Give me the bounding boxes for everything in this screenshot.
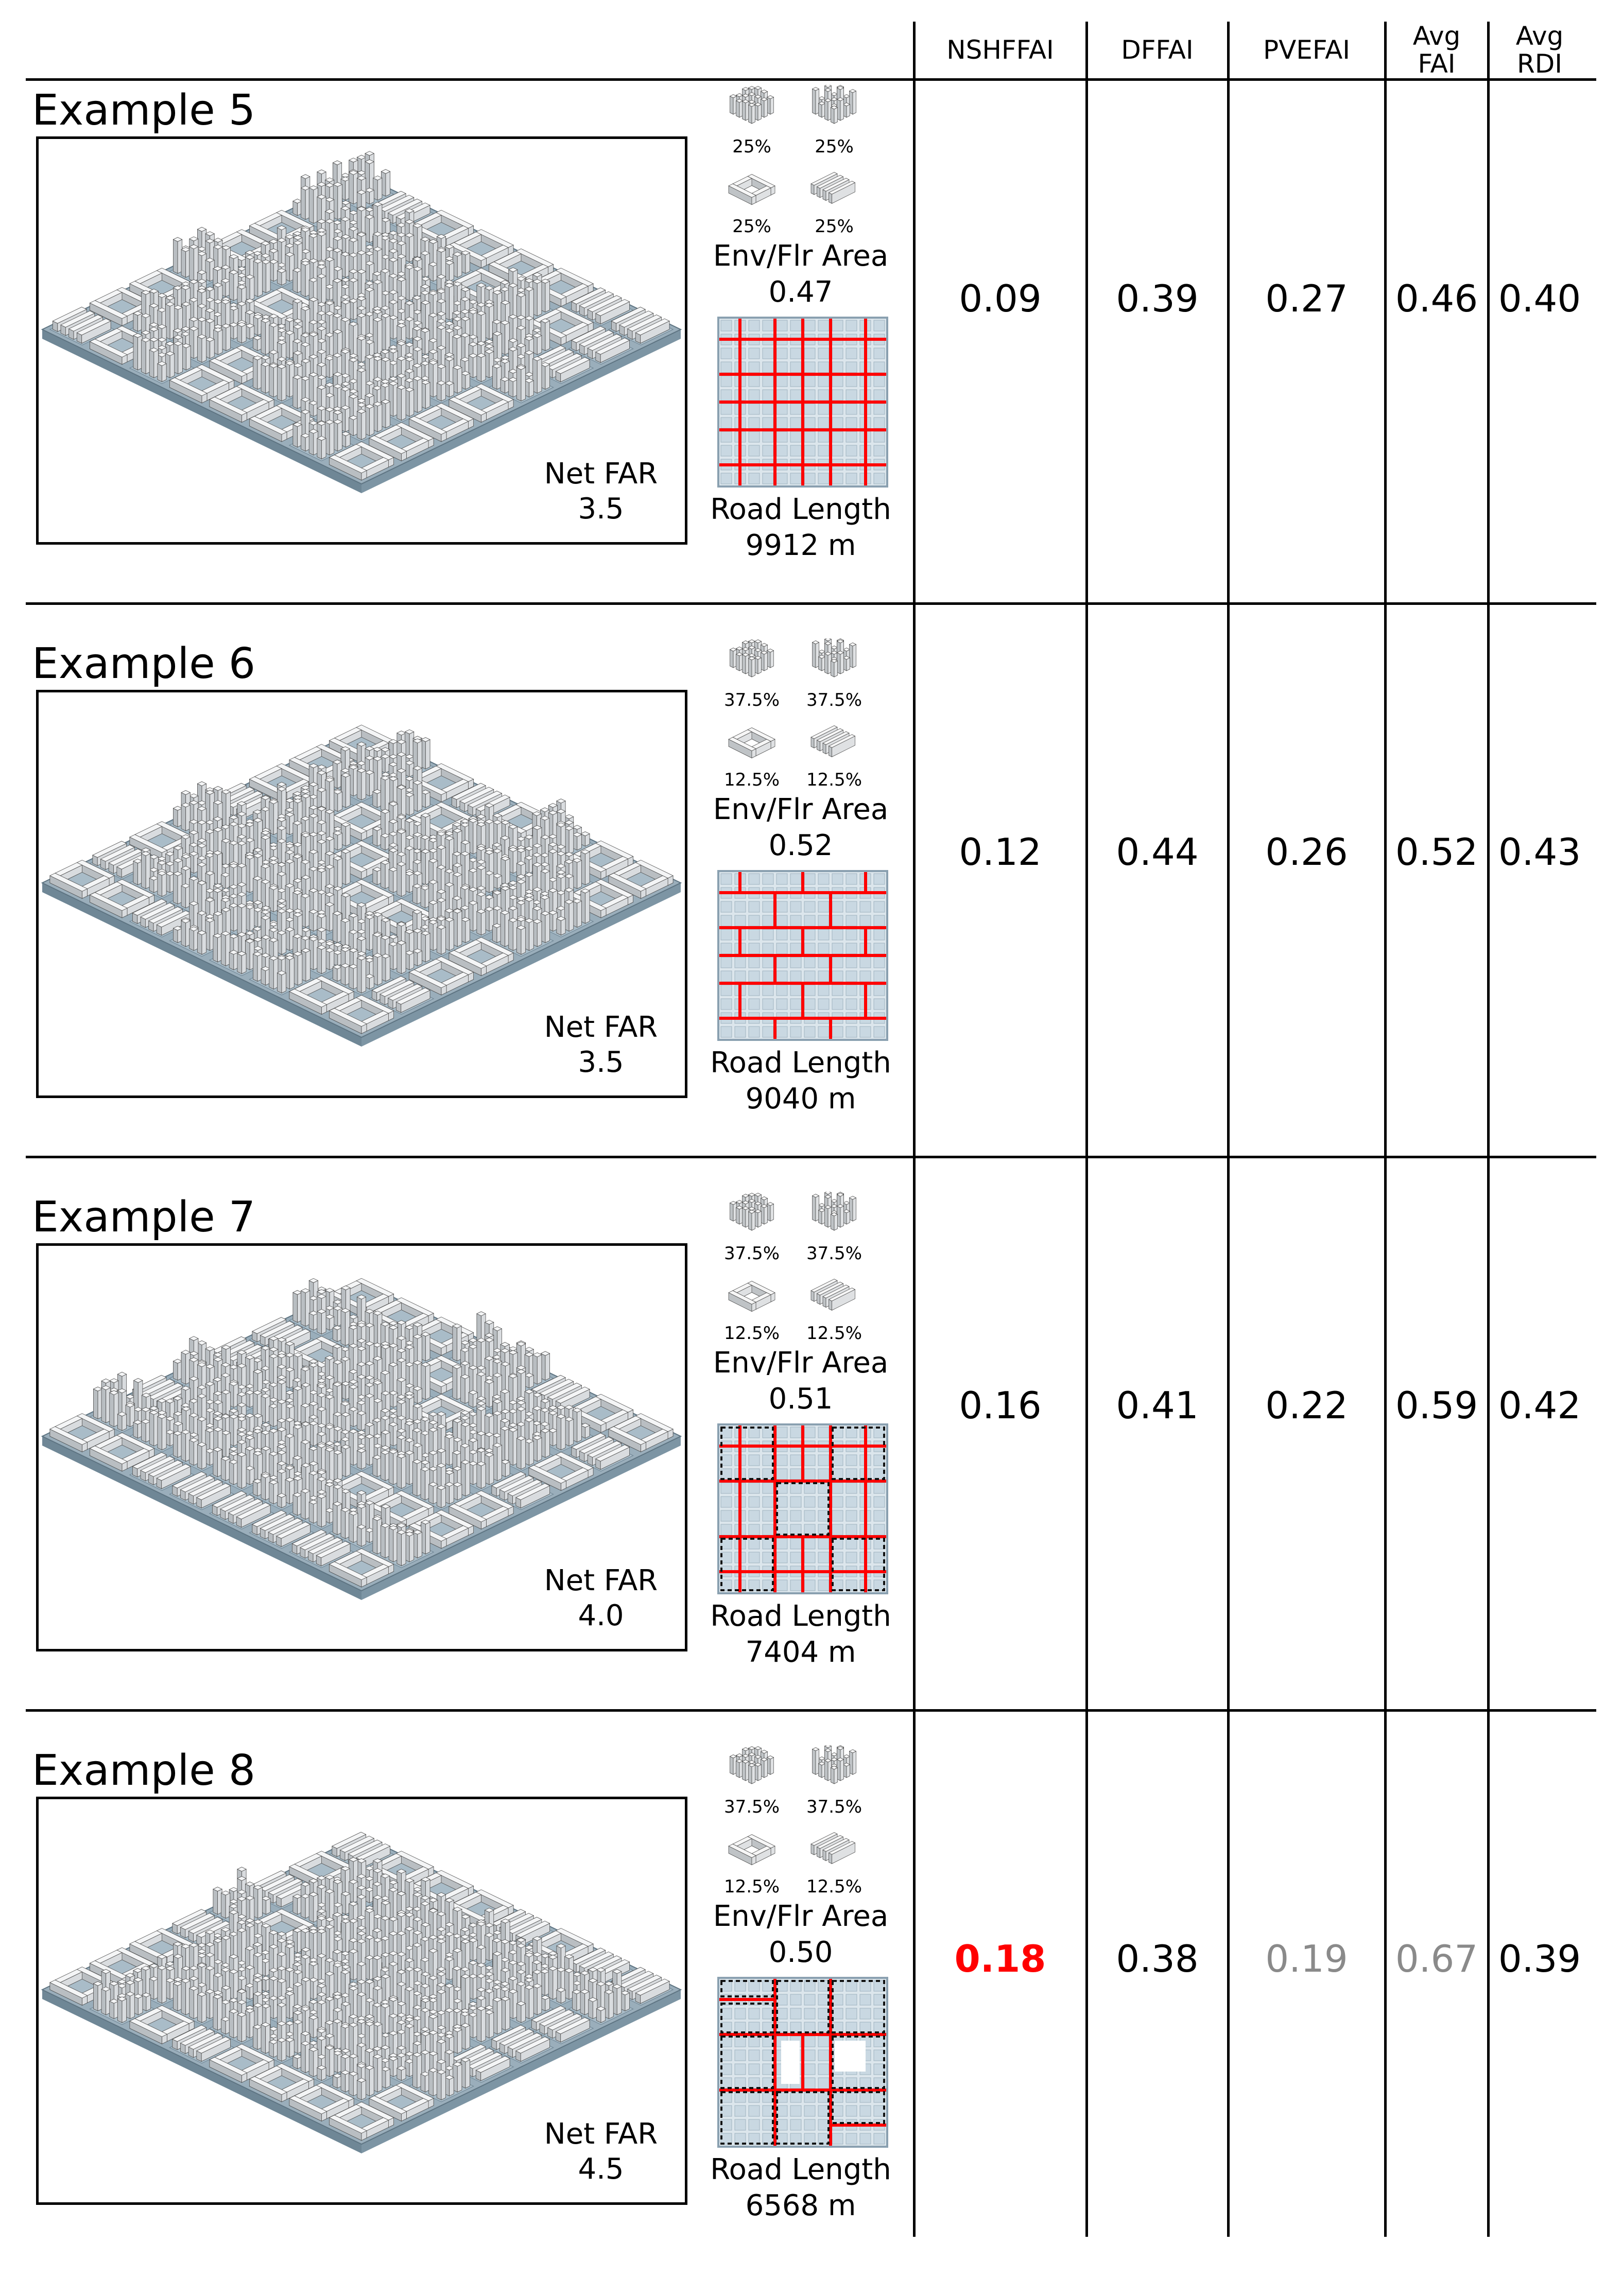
nshffai-value: 0.09 bbox=[914, 275, 1086, 322]
env-flr-area-value: 0.52 bbox=[698, 828, 904, 864]
net-far-label: Net FAR bbox=[531, 1563, 670, 1598]
dffai-value: 0.39 bbox=[1086, 275, 1228, 322]
header-nshffai-text: NSHFFAI bbox=[946, 36, 1054, 64]
avg-fai-value: 0.67 bbox=[1385, 1936, 1488, 1982]
example-title: Example 8 bbox=[32, 1745, 255, 1797]
nshffai-value: 0.12 bbox=[914, 829, 1086, 875]
road-network-map bbox=[717, 870, 888, 1041]
avg-rdi-value: 0.39 bbox=[1488, 1936, 1591, 1982]
avg-rdi-value: 0.40 bbox=[1488, 275, 1591, 322]
header-dffai-text: DFFAI bbox=[1121, 36, 1193, 64]
env-flr-area-value: 0.50 bbox=[698, 1935, 904, 1971]
header-avg-rdi-line2: RDI bbox=[1517, 50, 1562, 78]
road-network-image bbox=[719, 1425, 886, 1592]
avg-rdi-value: 0.43 bbox=[1488, 829, 1591, 875]
pvefai-value: 0.27 bbox=[1228, 275, 1385, 322]
avg-fai-value: 0.52 bbox=[1385, 829, 1488, 875]
header-avg-fai-line2: FAI bbox=[1418, 50, 1455, 78]
env-flr-area-label: Env/Flr Area bbox=[698, 1345, 904, 1381]
dffai-value: 0.44 bbox=[1086, 829, 1228, 875]
road-length-label: Road Length bbox=[698, 1045, 904, 1081]
row-divider bbox=[26, 78, 1596, 81]
net-far-label: Net FAR bbox=[531, 457, 670, 492]
header-avg-fai: Avg FAI bbox=[1385, 22, 1488, 78]
road-length-value: 7404 m bbox=[698, 1634, 904, 1671]
avg-fai-value: 0.59 bbox=[1385, 1382, 1488, 1429]
env-flr-area-value: 0.51 bbox=[698, 1381, 904, 1417]
env-flr-area-label: Env/Flr Area bbox=[698, 792, 904, 828]
net-far-value: 3.5 bbox=[531, 1045, 670, 1080]
pvefai-value: 0.22 bbox=[1228, 1382, 1385, 1429]
road-length-value: 6568 m bbox=[698, 2188, 904, 2224]
env-flr-area-label: Env/Flr Area bbox=[698, 238, 904, 274]
nshffai-value: 0.16 bbox=[914, 1382, 1086, 1429]
nshffai-value: 0.18 bbox=[914, 1936, 1086, 1982]
road-network-image bbox=[719, 319, 886, 485]
road-network-map bbox=[717, 1423, 888, 1594]
net-far-value: 4.0 bbox=[531, 1598, 670, 1633]
header-dffai: DFFAI bbox=[1086, 22, 1228, 78]
dffai-value: 0.38 bbox=[1086, 1936, 1228, 1982]
road-network-image bbox=[719, 1979, 886, 2146]
net-far-value: 4.5 bbox=[531, 2152, 670, 2187]
road-length-value: 9040 m bbox=[698, 1081, 904, 1117]
road-network-map bbox=[717, 1977, 888, 2148]
header-pvefai: PVEFAI bbox=[1228, 22, 1385, 78]
pvefai-value: 0.19 bbox=[1228, 1936, 1385, 1982]
net-far-label: Net FAR bbox=[531, 2117, 670, 2152]
pvefai-value: 0.26 bbox=[1228, 829, 1385, 875]
header-avg-fai-line1: Avg bbox=[1413, 22, 1461, 50]
dffai-value: 0.41 bbox=[1086, 1382, 1228, 1429]
header-nshffai: NSHFFAI bbox=[914, 22, 1086, 78]
env-flr-area-label: Env/Flr Area bbox=[698, 1899, 904, 1935]
road-network-image bbox=[719, 872, 886, 1039]
net-far-value: 3.5 bbox=[531, 492, 670, 527]
avg-fai-value: 0.46 bbox=[1385, 275, 1488, 322]
road-length-value: 9912 m bbox=[698, 528, 904, 564]
road-length-label: Road Length bbox=[698, 1598, 904, 1634]
road-length-label: Road Length bbox=[698, 492, 904, 528]
net-far-label: Net FAR bbox=[531, 1010, 670, 1045]
header-pvefai-text: PVEFAI bbox=[1263, 36, 1350, 64]
example-title: Example 7 bbox=[32, 1192, 255, 1243]
header-avg-rdi-line1: Avg bbox=[1516, 22, 1564, 50]
avg-rdi-value: 0.42 bbox=[1488, 1382, 1591, 1429]
example-title: Example 6 bbox=[32, 638, 255, 690]
env-flr-area-value: 0.47 bbox=[698, 274, 904, 310]
example-title: Example 5 bbox=[32, 85, 255, 136]
header-avg-rdi: Avg RDI bbox=[1488, 22, 1591, 78]
road-length-label: Road Length bbox=[698, 2152, 904, 2188]
road-network-map bbox=[717, 317, 888, 488]
